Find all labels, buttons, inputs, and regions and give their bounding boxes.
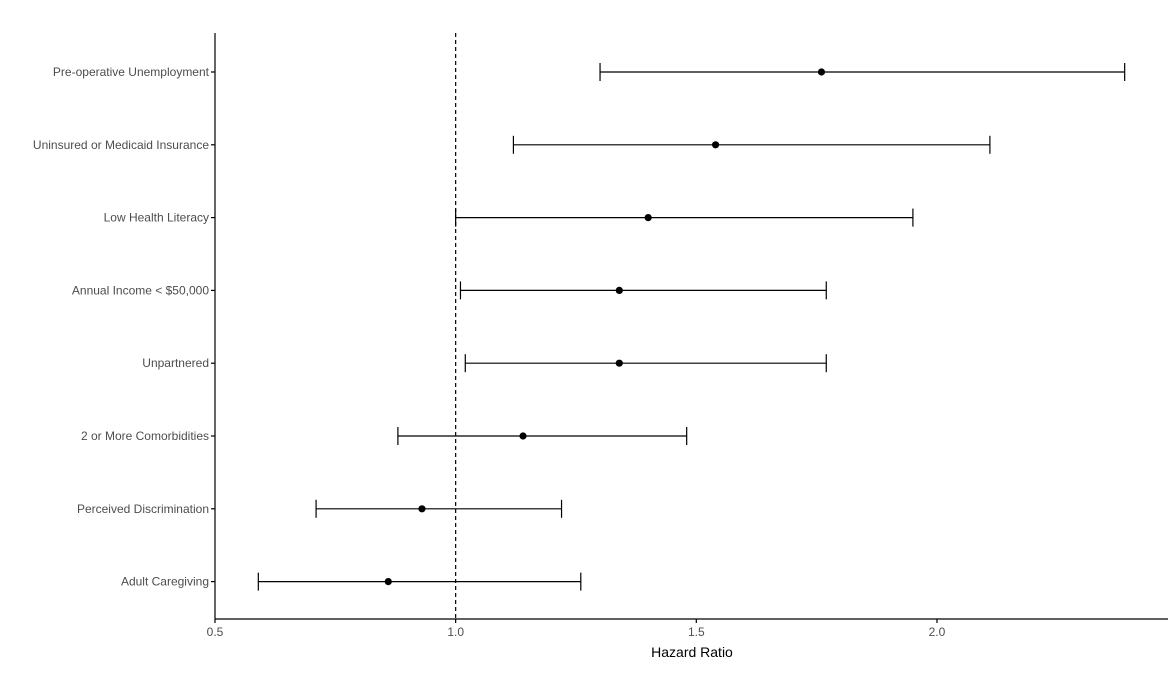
category-label: Annual Income < $50,000	[72, 283, 209, 297]
estimate-point	[644, 214, 652, 222]
estimate-point	[615, 359, 623, 367]
category-label: Uninsured or Medicaid Insurance	[33, 138, 209, 152]
x-tick-label: 1.5	[688, 625, 705, 639]
estimate-point	[519, 432, 527, 440]
category-label: Pre-operative Unemployment	[53, 65, 210, 79]
estimate-point	[418, 505, 426, 513]
estimate-point	[615, 286, 623, 294]
category-label: 2 or More Comorbidities	[81, 429, 209, 443]
x-tick-label: 1.0	[447, 625, 464, 639]
x-axis-ticks: 0.5 1.0 1.5 2.0	[207, 619, 946, 639]
estimate-point	[817, 68, 826, 76]
category-label: Low Health Literacy	[104, 211, 209, 225]
plot-marks	[257, 33, 1126, 619]
category-label: Adult Caregiving	[121, 575, 209, 589]
category-labels: Pre-operative Unemployment Uninsured or M…	[33, 65, 215, 589]
estimate-point	[384, 578, 392, 586]
x-tick-label: 2.0	[929, 625, 946, 639]
estimate-point	[711, 141, 720, 149]
category-label: Perceived Discrimination	[77, 502, 209, 516]
x-tick-label: 0.5	[207, 625, 224, 639]
category-label: Unpartnered	[142, 356, 209, 370]
x-axis-title: Hazard Ratio	[651, 644, 733, 660]
